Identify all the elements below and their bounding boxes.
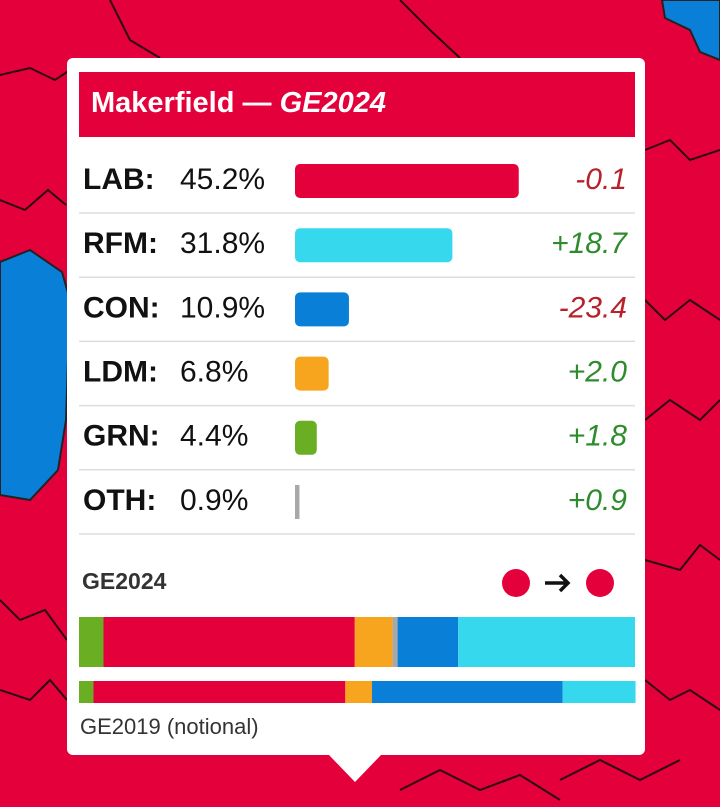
share-bar — [295, 356, 329, 391]
segment-2019 — [93, 681, 346, 703]
share: 10.9% — [180, 291, 265, 324]
previous-label: GE2019 (notional) — [80, 714, 259, 739]
tooltip-title: Makerfield — GE2024 — [91, 87, 386, 119]
change: +18.7 — [551, 227, 628, 260]
arrow — [545, 573, 571, 593]
segment-2024 — [458, 617, 635, 667]
constituency: Makerfield — [91, 87, 234, 119]
segment-2019 — [562, 681, 636, 703]
share: 6.8% — [180, 356, 248, 389]
segment-2019 — [372, 681, 563, 703]
results: LAB: 45.2% -0.1 RFM: 31.8% +18.7 CON: 10.9% -23.… — [79, 163, 635, 535]
share-bar — [295, 420, 317, 455]
party: RFM: — [83, 227, 158, 260]
winner-2019 — [502, 569, 530, 597]
party: GRN: — [83, 420, 160, 453]
change: +2.0 — [568, 356, 628, 389]
segment-2024 — [354, 617, 393, 667]
segment-2024 — [79, 617, 104, 667]
segment-2024 — [392, 617, 398, 667]
share-bar — [295, 228, 453, 263]
winner-2024 — [586, 569, 614, 597]
share-bar — [295, 164, 519, 198]
current-label: GE2024 — [82, 568, 167, 594]
stacked-bars — [79, 617, 636, 703]
segment-2024 — [397, 617, 459, 667]
party: LDM: — [83, 356, 158, 389]
change: +0.9 — [568, 484, 628, 517]
party: OTH: — [83, 484, 156, 517]
header — [79, 72, 635, 137]
change: -0.1 — [575, 163, 627, 196]
share: 31.8% — [180, 227, 265, 260]
share: 0.9% — [180, 484, 248, 517]
share: 4.4% — [180, 420, 248, 453]
election: GE2024 — [280, 87, 386, 119]
segment-2019 — [79, 681, 94, 703]
segment-2019 — [345, 681, 373, 703]
change: +1.8 — [568, 420, 628, 453]
separator: — — [234, 87, 279, 119]
segment-2024 — [103, 617, 355, 667]
change: -23.4 — [559, 291, 627, 324]
share-bar — [295, 292, 349, 327]
tooltip: Makerfield — GE2024 LAB: 45.2% -0.1 RFM: 31.… — [67, 58, 645, 782]
party: CON: — [83, 291, 160, 324]
party: LAB: — [83, 163, 155, 196]
share: 45.2% — [180, 163, 265, 196]
share-bar — [295, 485, 300, 519]
